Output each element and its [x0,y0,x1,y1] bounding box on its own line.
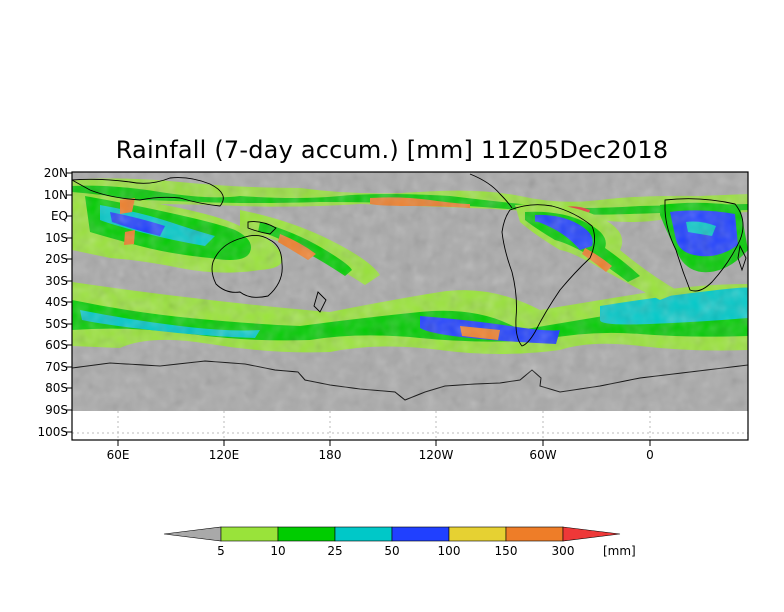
lat-label-eq: EQ [50,209,68,223]
south-america-coast [501,204,595,347]
lat-label-50s: 50S [45,317,68,331]
central-america-coast [469,173,513,209]
lon-label-180: 180 [318,448,342,462]
lat-label-80s: 80S [45,381,68,395]
legend-swatch-100 [448,526,507,542]
lon-label-60e: 60E [106,448,130,462]
new-guinea-coast [247,221,277,235]
legend-unit: [mm] [603,544,636,558]
lat-label-10n: 10N [43,188,68,202]
legend-label-50: 50 [384,544,400,558]
lon-label-120e: 120E [208,448,240,462]
lat-label-20n: 20N [43,166,68,180]
asia-coast [72,177,224,207]
new-zealand-coast [313,291,327,313]
australia-coast [211,235,283,298]
legend-swatch-5 [220,526,279,542]
coastlines [72,173,747,347]
madagascar-coast [737,244,747,272]
lat-label-40s: 40S [45,295,68,309]
axis-ticks [66,172,651,446]
legend-label-5: 5 [217,544,225,558]
lon-label-60w: 60W [529,448,557,462]
legend-swatch-50 [391,526,450,542]
africa-coast [664,198,744,292]
lon-label-120w: 120W [418,448,454,462]
map-title: Rainfall (7-day accum.) [mm] 11Z05Dec201… [115,136,669,164]
map-frame [71,171,749,441]
legend-label-300: 300 [551,544,575,558]
legend-swatch-10 [277,526,336,542]
legend-swatch-below-5 [163,526,222,542]
lat-label-20s: 20S [45,252,68,266]
legend-label-150: 150 [494,544,518,558]
texture-overlay [72,172,748,411]
lat-label-10s: 10S [45,231,68,245]
legend-label-25: 25 [327,544,343,558]
lat-label-60s: 60S [45,338,68,352]
lon-label-0: 0 [646,448,654,462]
legend-label-10: 10 [270,544,286,558]
legend-swatch-150 [505,526,564,542]
lat-label-100s: 100S [37,425,68,439]
legend-swatch-25 [334,526,393,542]
lat-label-30s: 30S [45,274,68,288]
legend-swatch-above-300 [562,526,621,542]
lat-label-90s: 90S [45,403,68,417]
legend-label-100: 100 [437,544,461,558]
lat-label-70s: 70S [45,360,68,374]
